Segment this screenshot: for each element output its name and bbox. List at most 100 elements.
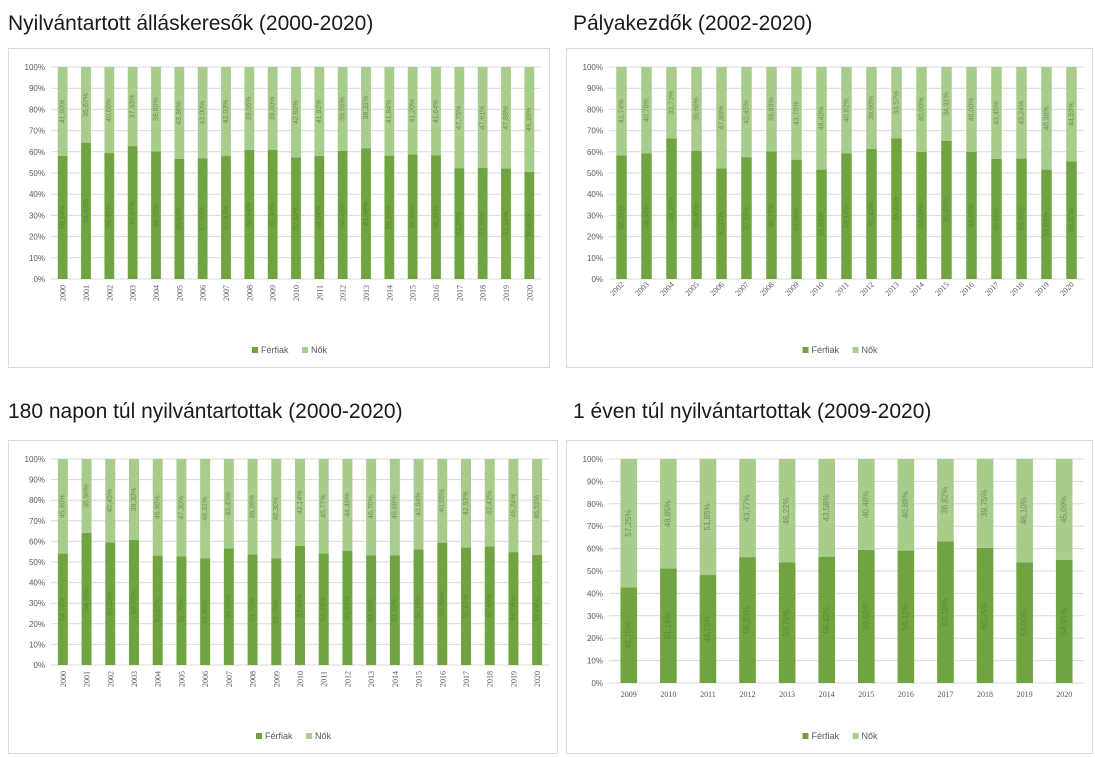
data-label-ferfiak: 54,10% [60, 597, 67, 621]
bar-ferfiak [342, 550, 353, 665]
legend-label: Nők [862, 731, 879, 741]
bar-ferfiak [616, 155, 627, 279]
bar-nok [221, 67, 231, 157]
data-label-ferfiak: 52,70% [178, 599, 185, 623]
y-tick-label: 70% [29, 517, 45, 526]
bar-ferfiak [104, 153, 115, 279]
bar-nok [976, 458, 994, 548]
bar-ferfiak [741, 157, 752, 279]
data-label-ferfiak: 57,00% [200, 207, 207, 231]
x-tick-label: 2009 [272, 671, 281, 687]
data-label-ferfiak: 56,76% [1018, 207, 1025, 231]
data-label-nok: 46,52% [534, 495, 541, 519]
data-label-ferfiak: 53,48% [534, 598, 541, 622]
x-tick-label: 2014 [908, 280, 926, 298]
bar-ferfiak [366, 555, 377, 665]
data-label-nok: 47,75% [456, 106, 463, 130]
y-tick-label: 70% [29, 127, 45, 136]
chart-title-registered-jobseekers: Nyilvántartott álláskeresők (2000-2020) [8, 12, 374, 35]
data-label-nok: 47,30% [178, 496, 185, 520]
data-label-nok: 43,45% [993, 101, 1000, 125]
x-tick-label: 2010 [660, 690, 676, 699]
bar-ferfiak [295, 545, 305, 665]
bar-ferfiak [1016, 562, 1033, 683]
legend-swatch [306, 733, 312, 739]
y-tick-label: 10% [29, 640, 45, 649]
data-label-nok: 42,60% [293, 100, 300, 124]
data-label-nok: 38,60% [868, 96, 875, 120]
x-tick-label: 2019 [1033, 280, 1051, 298]
data-label-nok: 40,55% [439, 489, 446, 513]
bar-nok [151, 67, 161, 152]
legend-label: Férfiak [812, 345, 840, 355]
data-label-nok: 46,28% [249, 495, 256, 519]
bar-ferfiak [200, 558, 211, 665]
bar-nok [271, 459, 282, 559]
x-tick-label: 2003 [130, 671, 139, 687]
bar-ferfiak [57, 553, 68, 665]
data-label-ferfiak: 53,32% [392, 598, 399, 622]
x-tick-label: 2005 [683, 280, 701, 298]
y-tick-label: 50% [587, 567, 603, 576]
data-label-nok: 38,31% [363, 96, 370, 120]
y-tick-label: 0% [591, 679, 603, 688]
data-label-ferfiak: 62,67% [130, 201, 137, 225]
x-tick-label: 2009 [269, 285, 278, 301]
bar-nok [891, 67, 902, 139]
data-label-nok: 39,55% [340, 97, 347, 121]
data-label-nok: 43,24% [1018, 101, 1025, 125]
y-tick-label: 60% [587, 545, 603, 554]
bar-ferfiak [641, 153, 652, 279]
x-tick-label: 2001 [83, 671, 92, 687]
data-label-nok: 57,25% [624, 510, 633, 537]
x-tick-label: 2015 [858, 690, 874, 699]
bar-ferfiak [431, 155, 441, 279]
bar-nok [641, 67, 652, 154]
data-label-nok: 43,58% [822, 494, 831, 521]
y-tick-label: 40% [29, 579, 45, 588]
bar-ferfiak [267, 149, 278, 279]
y-tick-label: 0% [33, 275, 45, 284]
bar-nok [1016, 459, 1033, 563]
bar-nok [501, 67, 511, 169]
x-tick-label: 2002 [106, 671, 115, 687]
data-label-ferfiak: 52,39% [480, 212, 487, 236]
y-tick-label: 30% [587, 612, 603, 621]
x-tick-label: 2013 [883, 280, 901, 298]
x-tick-label: 2013 [367, 671, 376, 687]
data-label-ferfiak: 52,25% [456, 212, 463, 236]
bar-ferfiak [976, 547, 994, 683]
data-label-nok: 47,61% [480, 106, 487, 130]
data-label-nok: 35,90% [83, 484, 90, 508]
x-tick-label: 2013 [779, 690, 795, 699]
x-tick-label: 2018 [1008, 280, 1026, 298]
y-tick-label: 60% [29, 148, 45, 157]
bar-nok [1041, 67, 1052, 170]
data-label-nok: 46,10% [1020, 497, 1029, 524]
y-tick-label: 80% [29, 496, 45, 505]
chart-panel-over-180-days: 0% 10% 20% 30% 40% 50% 60% 70% 80% 90% 100% 54,10% 4… [8, 440, 558, 754]
y-tick-label: 50% [29, 169, 45, 178]
x-tick-label: 2004 [152, 285, 161, 301]
data-label-nok: 39,83% [768, 97, 775, 121]
legend-label: Nők [315, 731, 332, 741]
bar-nok [81, 459, 92, 533]
legend-label: Férfiak [261, 345, 289, 355]
bar-ferfiak [739, 557, 756, 683]
y-tick-label: 30% [29, 211, 45, 220]
bar-nok [174, 67, 185, 160]
bar-nok [176, 459, 187, 557]
legend-swatch [302, 347, 308, 353]
data-label-ferfiak: 53,78% [782, 609, 791, 636]
bar-nok [81, 67, 91, 143]
bar-ferfiak [699, 575, 717, 683]
data-label-ferfiak: 64,33% [83, 199, 90, 223]
data-label-ferfiak: 52,17% [718, 212, 725, 236]
data-label-ferfiak: 55,52% [344, 596, 351, 620]
bar-nok [666, 67, 677, 139]
bar-ferfiak [991, 159, 1002, 279]
bar-ferfiak [221, 156, 231, 279]
data-label-nok: 42,93% [463, 491, 470, 515]
bar-nok [897, 459, 915, 551]
bar-nok [129, 459, 139, 540]
